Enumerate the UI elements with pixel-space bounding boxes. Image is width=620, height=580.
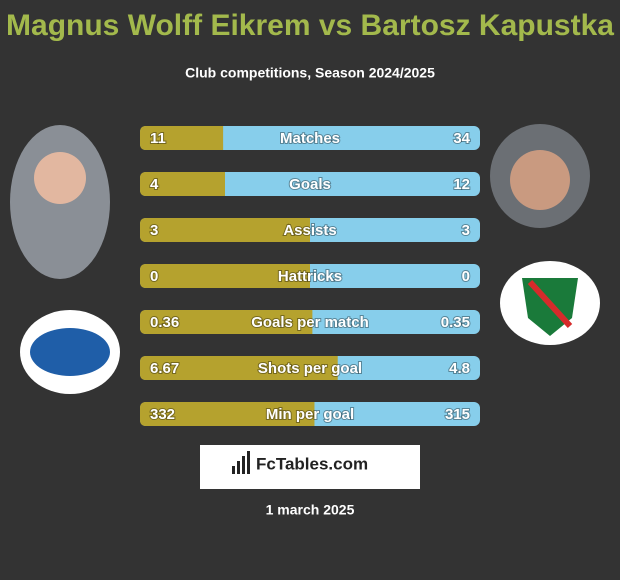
- value-label-right: 0.35: [441, 314, 470, 331]
- bar-left: [140, 218, 310, 242]
- bar-left: [140, 264, 310, 288]
- value-label-left: 0.36: [150, 314, 179, 331]
- value-label-left: 3: [150, 222, 158, 239]
- value-label-right: 315: [445, 406, 470, 423]
- bar-left: [140, 356, 338, 380]
- category-label: Hattricks: [278, 268, 342, 285]
- category-label: Matches: [280, 130, 340, 147]
- value-label-right: 4.8: [449, 360, 470, 377]
- bar-left: [140, 172, 225, 196]
- source-box: [200, 445, 420, 489]
- value-label-left: 332: [150, 406, 175, 423]
- chart-title: Magnus Wolff Eikrem vs Bartosz Kapustka: [6, 9, 614, 42]
- value-label-left: 6.67: [150, 360, 179, 377]
- source-icon: [247, 451, 250, 474]
- date: 1 march 2025: [266, 502, 355, 518]
- bar-left: [140, 402, 315, 426]
- bar-right: [140, 126, 480, 150]
- club-logo-left-inner: [30, 328, 110, 376]
- player-face-left: [34, 152, 86, 204]
- player-face-right: [510, 150, 570, 210]
- category-label: Min per goal: [266, 406, 354, 423]
- value-label-right: 12: [453, 176, 470, 193]
- value-label-left: 11: [150, 130, 166, 147]
- bar-left: [140, 126, 224, 150]
- value-label-left: 4: [150, 176, 159, 193]
- category-label: Goals: [289, 176, 331, 193]
- chart-subtitle: Club competitions, Season 2024/2025: [185, 65, 435, 81]
- source-icon: [242, 456, 245, 474]
- club-logo-right-stripe: [527, 279, 573, 329]
- value-label-right: 3: [462, 222, 470, 239]
- source-icon: [232, 466, 235, 474]
- category-label: Goals per match: [251, 314, 369, 331]
- source-icon: [237, 461, 240, 474]
- value-label-left: 0: [150, 268, 158, 285]
- category-label: Assists: [283, 222, 336, 239]
- bar-left: [140, 310, 313, 334]
- category-label: Shots per goal: [258, 360, 362, 377]
- value-label-right: 0: [462, 268, 470, 285]
- value-label-right: 34: [453, 130, 470, 147]
- source: FcTables.com: [256, 454, 368, 473]
